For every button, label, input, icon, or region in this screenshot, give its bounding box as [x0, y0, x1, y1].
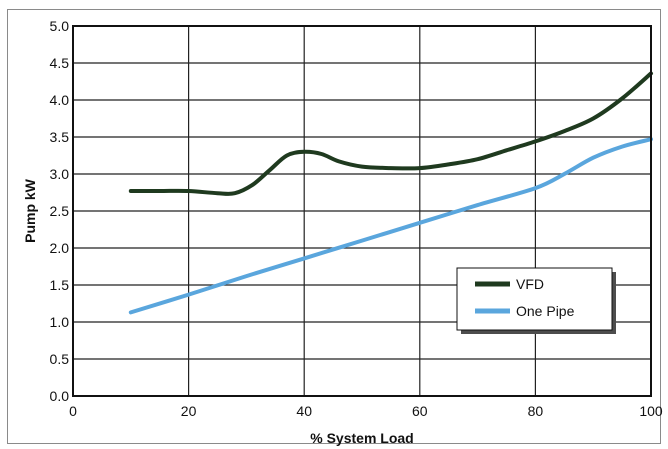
- legend-box: [456, 267, 613, 331]
- x-tick-label: 20: [181, 403, 197, 419]
- plot-area-border: [72, 25, 652, 397]
- y-tick-label: 2.5: [50, 203, 70, 219]
- tick-labels: 0.0 0.5 1.0 1.5 2.0 2.5 3.0 3.5 4.0 4.5 5.0 0 20 40 60…: [50, 18, 663, 419]
- y-tick-label: 1.5: [50, 277, 70, 293]
- y-tick-label: 4.5: [50, 55, 70, 71]
- y-axis-title: Pump kW: [22, 178, 38, 243]
- series-layer: [128, 71, 653, 315]
- x-tick-label: 100: [639, 403, 663, 419]
- y-tick-label: 4.0: [50, 92, 70, 108]
- y-tick-label: 3.5: [50, 129, 70, 145]
- x-axis-title: % System Load: [310, 430, 413, 446]
- grid: [72, 25, 652, 397]
- legend-label-vfd: VFD: [516, 276, 544, 292]
- y-tick-label: 3.0: [50, 166, 70, 182]
- series-line-one-pipe: [128, 137, 653, 315]
- x-tick-label: 80: [528, 403, 544, 419]
- x-tick-label: 60: [412, 403, 428, 419]
- x-tick-label: 40: [296, 403, 312, 419]
- y-tick-label: 0.5: [50, 351, 70, 367]
- series-line-vfd: [128, 71, 653, 196]
- y-tick-label: 5.0: [50, 18, 70, 34]
- x-tick-label: 0: [69, 403, 77, 419]
- y-tick-label: 1.0: [50, 314, 70, 330]
- y-tick-label: 0.0: [50, 388, 70, 404]
- chart-frame: [7, 9, 661, 444]
- legend: VFD One Pipe: [456, 267, 616, 334]
- legend-label-one-pipe: One Pipe: [516, 303, 575, 319]
- y-tick-label: 2.0: [50, 240, 70, 256]
